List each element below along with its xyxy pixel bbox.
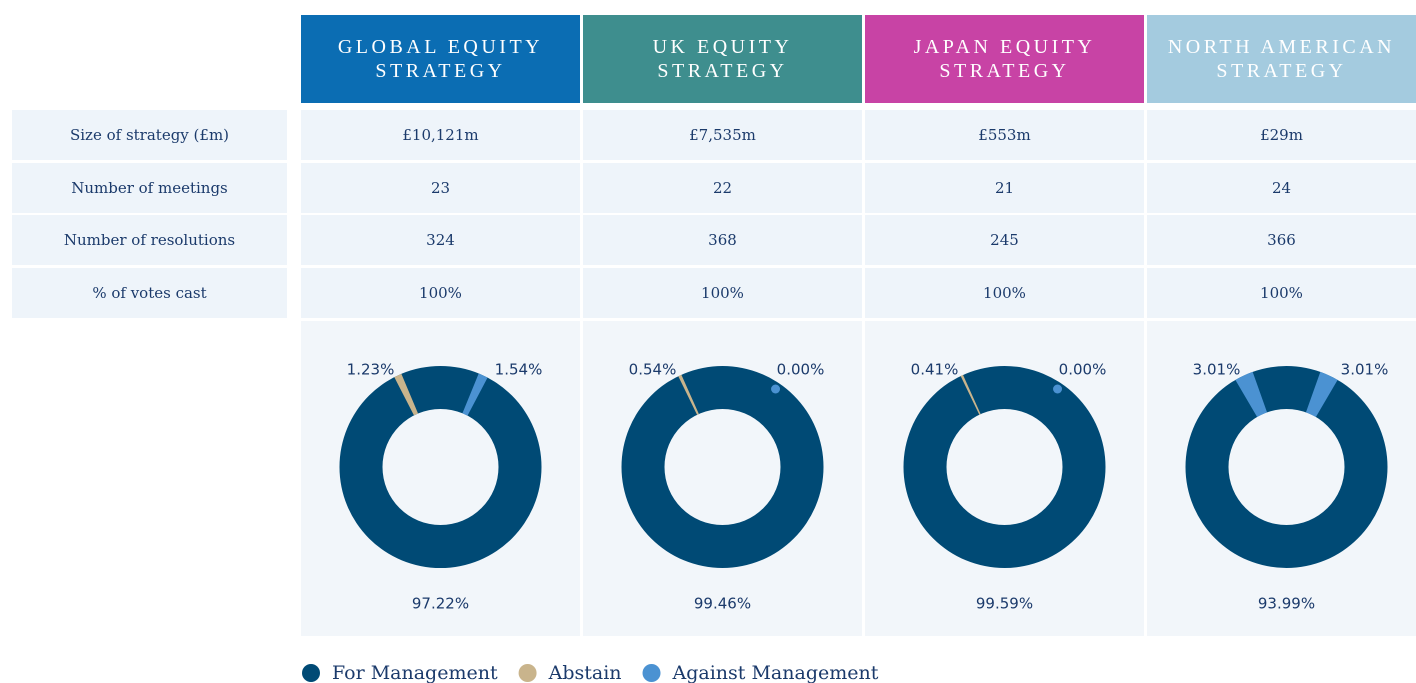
- value-label: 99.46%: [694, 595, 751, 613]
- column-header: UK EQUITY STRATEGY: [583, 15, 862, 103]
- value-label: 0.54%: [629, 361, 677, 379]
- cell-value: £553m: [865, 110, 1144, 160]
- value-label: 3.01%: [1341, 361, 1389, 379]
- donut-slice: [960, 374, 981, 415]
- row-label: Size of strategy (£m): [12, 110, 287, 160]
- column-header: NORTH AMERICAN STRATEGY: [1147, 15, 1416, 103]
- cell-value: £29m: [1147, 110, 1416, 160]
- value-label: 0.00%: [1059, 361, 1107, 379]
- cell-value: £7,535m: [583, 110, 862, 160]
- cell-value: 366: [1147, 215, 1416, 265]
- cell-value: 100%: [1147, 267, 1416, 318]
- cell-value: 100%: [865, 267, 1144, 318]
- donut-slice: [1235, 371, 1268, 417]
- column-header: GLOBAL EQUITY STRATEGY: [301, 15, 580, 103]
- donut-slice: [903, 365, 1106, 568]
- value-label: 1.23%: [347, 361, 395, 379]
- legend-swatch: [302, 664, 320, 682]
- cell-value: £10,121m: [301, 110, 580, 160]
- value-label: 93.99%: [1258, 595, 1315, 613]
- value-label: 99.59%: [976, 595, 1033, 613]
- legend-swatch: [518, 664, 537, 682]
- donut-slice: [1305, 371, 1338, 417]
- legend-label: For Management: [332, 662, 498, 683]
- donut-slice: [771, 384, 781, 394]
- cell-value: 22: [583, 162, 862, 213]
- value-label: 0.41%: [911, 361, 959, 379]
- value-label: 97.22%: [412, 595, 469, 613]
- legend-label: Abstain: [548, 662, 622, 683]
- donut-slice: [678, 374, 699, 415]
- cell-value: 24: [1147, 162, 1416, 213]
- cell-value: 245: [865, 215, 1144, 265]
- cell-value: 324: [301, 215, 580, 265]
- donut-slice: [394, 373, 419, 416]
- value-label: 3.01%: [1193, 361, 1241, 379]
- legend-swatch: [642, 664, 661, 682]
- cell-value: 100%: [301, 267, 580, 318]
- column-header: JAPAN EQUITY STRATEGY: [865, 15, 1144, 103]
- cell-value: 21: [865, 162, 1144, 213]
- value-label: 1.54%: [495, 361, 543, 379]
- value-label: 0.00%: [777, 361, 825, 379]
- cell-value: 23: [301, 162, 580, 213]
- donut-slice: [462, 373, 488, 416]
- donut-slice: [621, 365, 824, 568]
- cell-value: 100%: [583, 267, 862, 318]
- row-label: Number of resolutions: [12, 215, 287, 265]
- donut-slice: [1185, 365, 1388, 568]
- donut-slice: [1053, 384, 1063, 394]
- row-label: Number of meetings: [12, 162, 287, 213]
- donut-slice: [339, 365, 542, 569]
- cell-value: 368: [583, 215, 862, 265]
- row-label: % of votes cast: [12, 267, 287, 318]
- legend-label: Against Management: [672, 662, 879, 683]
